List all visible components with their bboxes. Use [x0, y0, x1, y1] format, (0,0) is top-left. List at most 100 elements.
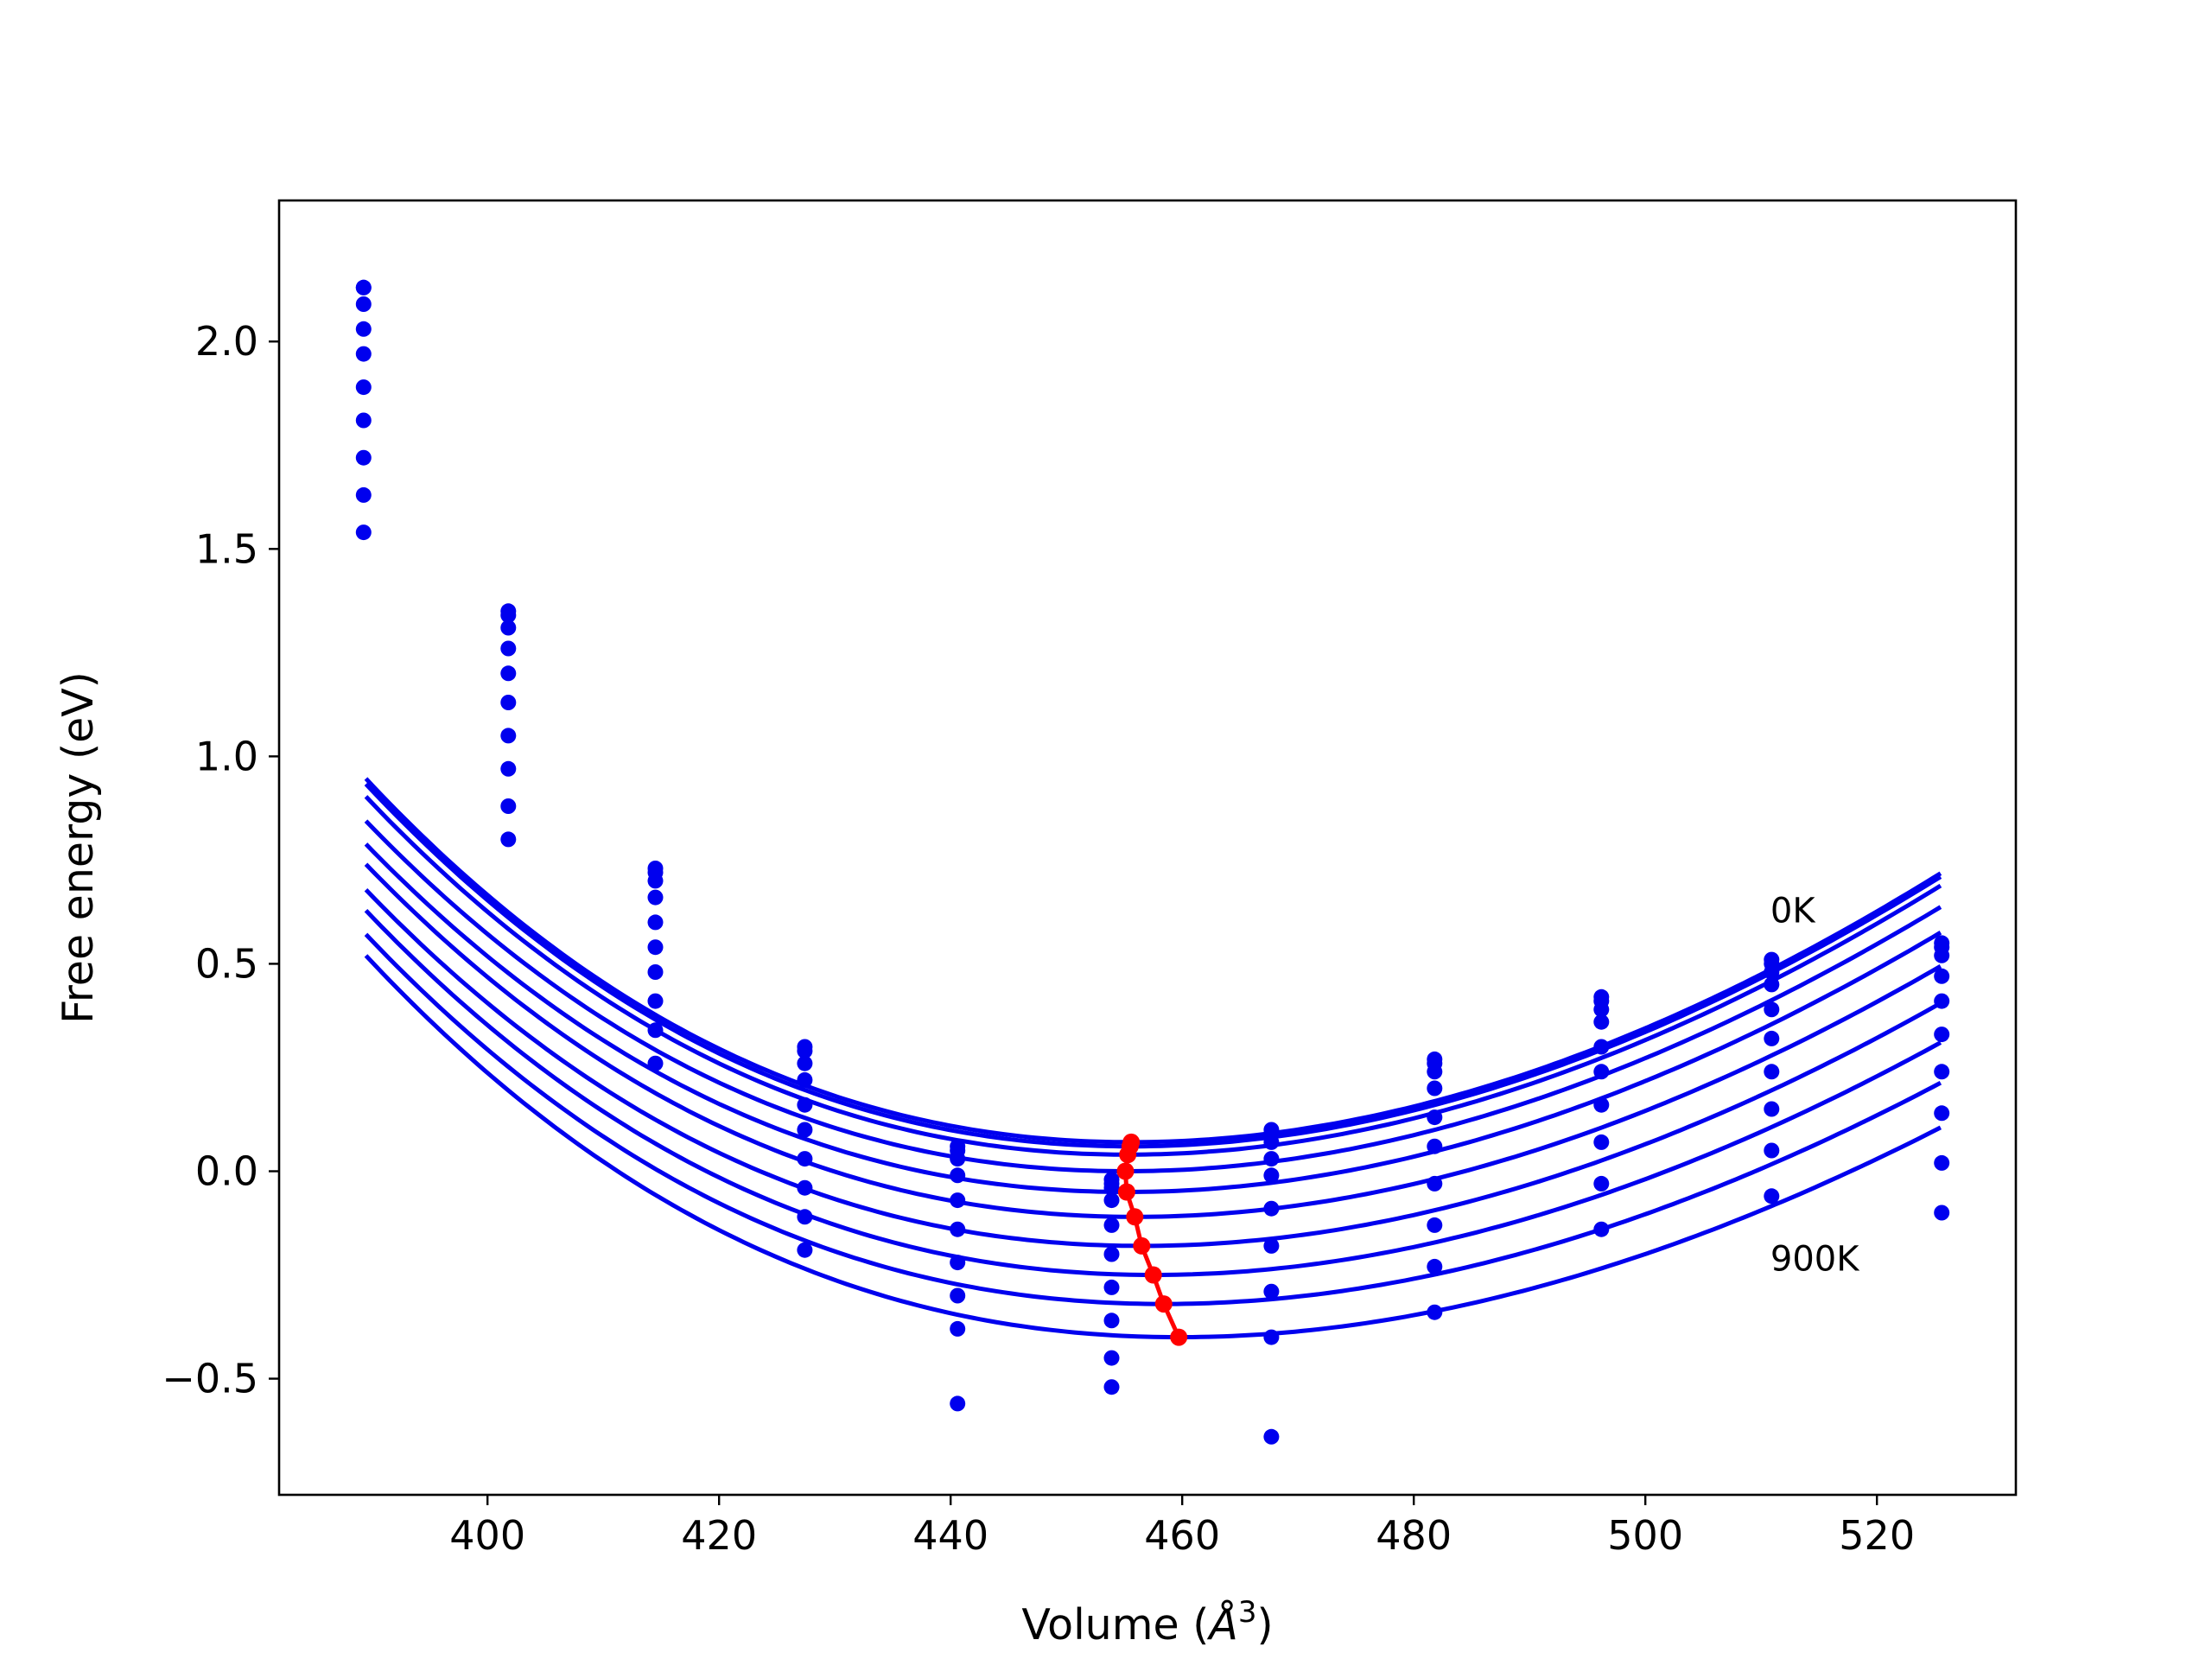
data-point — [1593, 1064, 1610, 1080]
data-point — [1263, 1237, 1280, 1254]
data-point — [797, 1055, 813, 1071]
data-point — [500, 665, 517, 682]
minimum-point — [1119, 1146, 1137, 1164]
data-point — [647, 939, 664, 956]
minimum-point — [1116, 1162, 1135, 1180]
data-point — [1593, 1175, 1610, 1192]
data-point — [1427, 1175, 1443, 1192]
data-point — [1263, 1200, 1280, 1217]
data-point — [950, 1395, 966, 1412]
data-point — [1934, 1064, 1950, 1080]
data-point — [950, 1167, 966, 1184]
data-point — [355, 449, 372, 466]
data-point — [1103, 1313, 1120, 1329]
data-point — [797, 1179, 813, 1196]
y-axis-label: Free energy (eV) — [54, 671, 103, 1024]
data-point — [1593, 1096, 1610, 1113]
curve-annotation-900K: 900K — [1770, 1240, 1860, 1280]
data-point — [355, 486, 372, 503]
data-point — [1263, 1134, 1280, 1150]
minimum-line — [1116, 1133, 1188, 1346]
data-point — [950, 1151, 966, 1167]
data-point — [797, 1209, 813, 1225]
x-tick-label: 520 — [1839, 1512, 1915, 1559]
data-point — [1934, 968, 1950, 984]
data-point — [1427, 1258, 1443, 1274]
data-point — [1103, 1217, 1120, 1233]
data-point — [355, 279, 372, 296]
minimum-point — [1154, 1295, 1173, 1313]
x-tick-label: 460 — [1144, 1512, 1220, 1559]
y-tick-label: −0.5 — [162, 1356, 258, 1402]
data-point — [647, 914, 664, 931]
fit-curve-100K — [364, 782, 1942, 1149]
data-point — [500, 728, 517, 744]
data-point — [1764, 964, 1780, 980]
minimum-point — [1126, 1208, 1144, 1226]
data-point — [1593, 1001, 1610, 1018]
data-point — [1764, 1142, 1780, 1159]
y-axis-ticks: −0.5 0.0 0.5 1.0 1.5 2.0 — [162, 318, 279, 1402]
y-tick-label: 1.0 — [195, 733, 258, 779]
curve-annotation-0K: 0K — [1770, 891, 1816, 931]
data-point — [500, 798, 517, 814]
fit-curve-600K — [364, 887, 1942, 1249]
x-tick-label: 420 — [681, 1512, 757, 1559]
data-point — [1934, 1105, 1950, 1122]
fit-curves — [364, 777, 1942, 1339]
data-point — [797, 1043, 813, 1059]
data-point — [647, 964, 664, 980]
data-point — [1764, 1001, 1780, 1018]
data-point — [797, 1242, 813, 1258]
data-point — [1103, 1350, 1120, 1366]
data-point — [1764, 1030, 1780, 1046]
fit-curve-200K — [364, 795, 1942, 1157]
data-point — [950, 1221, 966, 1237]
data-point — [1593, 1014, 1610, 1030]
minimum-point — [1144, 1266, 1162, 1284]
y-tick-label: 1.5 — [195, 525, 258, 572]
data-point — [950, 1287, 966, 1304]
data-point — [1934, 1027, 1950, 1043]
data-point — [500, 607, 517, 624]
x-axis-ticks: 400 420 440 460 480 500 520 — [449, 1495, 1915, 1559]
annotations: 0K 900K — [1770, 891, 1860, 1279]
data-point — [500, 620, 517, 636]
data-point — [1934, 947, 1950, 963]
data-point — [950, 1320, 966, 1337]
data-point — [1427, 1304, 1443, 1320]
data-point — [500, 760, 517, 777]
fit-curve-900K — [364, 954, 1942, 1339]
fit-curve-400K — [364, 842, 1942, 1194]
data-point — [1934, 1205, 1950, 1221]
data-point — [1593, 1221, 1610, 1237]
data-point — [1263, 1329, 1280, 1345]
data-point — [647, 1022, 664, 1039]
y-tick-label: 2.0 — [195, 318, 258, 365]
x-tick-label: 480 — [1376, 1512, 1452, 1559]
data-point — [950, 1255, 966, 1271]
y-tick-label: 0.0 — [195, 1148, 258, 1195]
data-points — [355, 279, 1950, 1445]
plot-frame — [277, 199, 2018, 1497]
data-point — [647, 1055, 664, 1071]
x-tick-label: 500 — [1607, 1512, 1683, 1559]
data-point — [1934, 993, 1950, 1009]
x-tick-label: 400 — [449, 1512, 525, 1559]
minimum-point — [1170, 1328, 1188, 1346]
x-tick-label: 440 — [912, 1512, 988, 1559]
data-point — [1103, 1192, 1120, 1209]
data-point — [797, 1151, 813, 1167]
data-point — [1764, 976, 1780, 993]
fit-curve-300K — [364, 819, 1942, 1173]
data-point — [1427, 1064, 1443, 1080]
data-point — [355, 296, 372, 312]
x-axis-label: Volume (Å3) — [1021, 1595, 1273, 1649]
fit-curve-0K — [364, 777, 1942, 1145]
data-point — [355, 346, 372, 362]
data-point — [355, 524, 372, 541]
data-point — [355, 321, 372, 337]
data-point — [1764, 1188, 1780, 1205]
data-point — [647, 873, 664, 889]
